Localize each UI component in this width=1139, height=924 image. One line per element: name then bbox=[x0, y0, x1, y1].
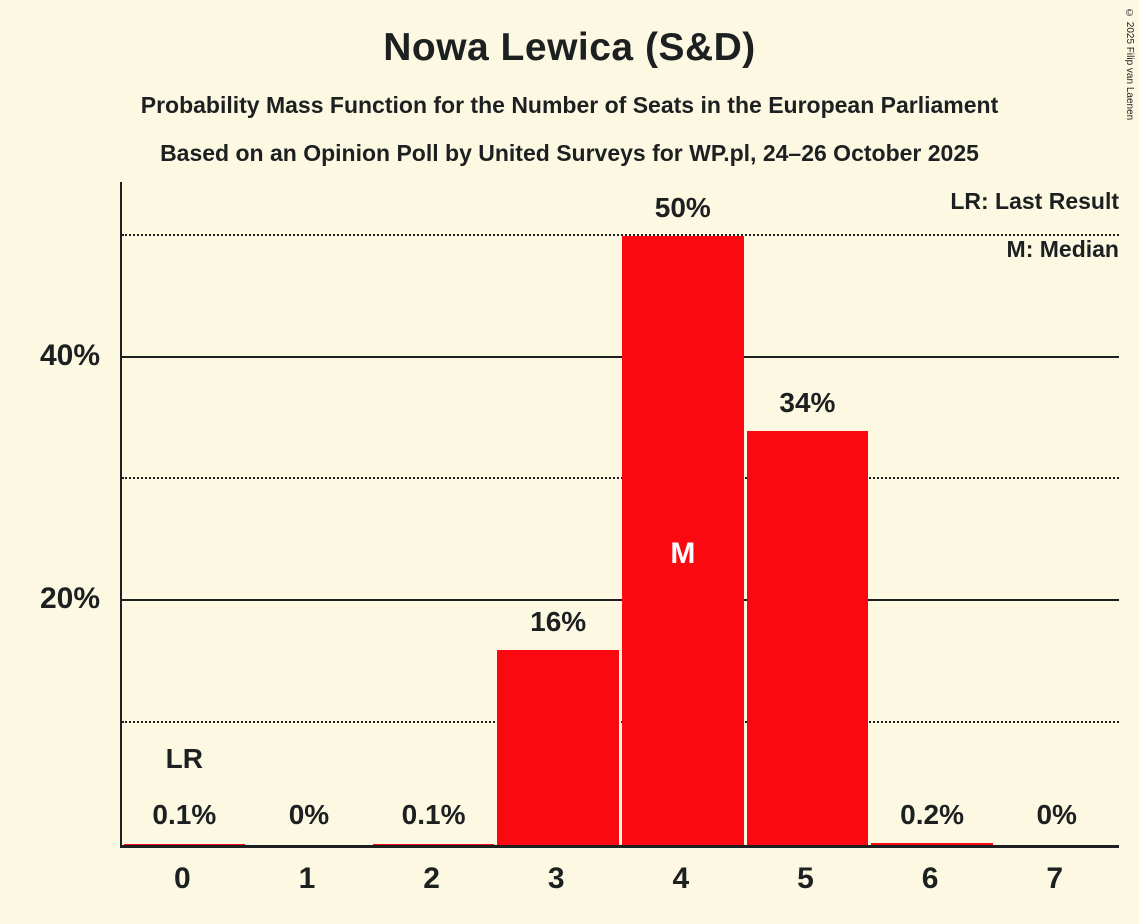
x-tick-0: 0 bbox=[173, 862, 191, 895]
bar-value-label-6: 0.2% bbox=[900, 798, 964, 830]
bar-seats-2 bbox=[372, 843, 495, 845]
chart-title: Nowa Lewica (S&D) bbox=[383, 26, 756, 69]
bar-value-label-1: 0% bbox=[288, 799, 330, 830]
gridline-dotted-50 bbox=[122, 233, 1119, 236]
legend-median: M: Median bbox=[1006, 236, 1119, 262]
bar-seats-4 bbox=[622, 235, 744, 845]
plot-area: 0.1% LR 0% 0.1% 16% 50% M 34% 0.2% 0% bbox=[120, 182, 1119, 848]
copyright-text: © 2025 Filip van Laenen bbox=[1124, 8, 1135, 121]
bar-value-label-4: 50% bbox=[654, 191, 711, 223]
x-tick-2: 2 bbox=[423, 862, 440, 895]
y-tick-20: 20% bbox=[39, 582, 100, 616]
legend-last-result: LR: Last Result bbox=[950, 188, 1119, 214]
chart-subtitle-line2: Based on an Opinion Poll by United Surve… bbox=[160, 140, 979, 166]
x-tick-3: 3 bbox=[547, 862, 565, 895]
gridline-solid-20 bbox=[122, 599, 1119, 602]
bar-value-label-2: 0.1% bbox=[401, 799, 466, 830]
x-tick-4: 4 bbox=[672, 862, 690, 895]
bar-value-label-5: 34% bbox=[779, 386, 836, 418]
y-tick-40: 40% bbox=[39, 338, 100, 372]
bar-value-label-0: 0.1% bbox=[152, 799, 217, 830]
gridline-solid-40 bbox=[122, 355, 1119, 358]
bar-seats-3 bbox=[497, 650, 619, 845]
last-result-marker: LR bbox=[165, 743, 203, 774]
bar-value-label-3: 16% bbox=[530, 606, 587, 637]
x-tick-1: 1 bbox=[298, 862, 316, 895]
x-tick-7: 7 bbox=[1046, 862, 1064, 895]
x-tick-5: 5 bbox=[797, 862, 814, 895]
gridline-dotted-10 bbox=[122, 721, 1119, 724]
bar-value-label-7: 0% bbox=[1036, 799, 1077, 830]
bar-seats-6 bbox=[871, 842, 993, 845]
gridline-dotted-30 bbox=[122, 477, 1119, 480]
bar-seats-0 bbox=[123, 843, 246, 845]
median-marker: M bbox=[670, 536, 696, 570]
chart-subtitle-line1: Probability Mass Function for the Number… bbox=[140, 92, 999, 118]
bar-seats-5 bbox=[746, 430, 869, 845]
x-tick-6: 6 bbox=[921, 862, 939, 895]
